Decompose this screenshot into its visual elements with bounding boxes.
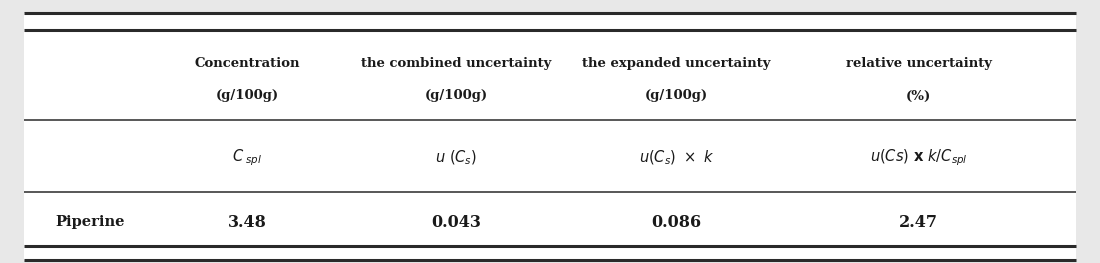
- Text: $\mathit{u}(\mathit{C}_{s})\ \times\ \mathit{k}$: $\mathit{u}(\mathit{C}_{s})\ \times\ \ma…: [639, 149, 714, 167]
- Text: (g/100g): (g/100g): [425, 89, 488, 103]
- Text: Piperine: Piperine: [55, 215, 125, 229]
- Text: 2.47: 2.47: [899, 214, 938, 231]
- FancyBboxPatch shape: [24, 13, 1076, 260]
- Text: 0.043: 0.043: [431, 214, 482, 231]
- Text: (g/100g): (g/100g): [645, 89, 708, 103]
- Text: $\mathit{u}\ (\mathit{C}_{s})$: $\mathit{u}\ (\mathit{C}_{s})$: [436, 149, 477, 167]
- Text: $\mathit{u}(\mathit{Cs})\ \mathbf{x}\ \mathit{k}/\mathit{C}_{spl}$: $\mathit{u}(\mathit{Cs})\ \mathbf{x}\ \m…: [870, 148, 967, 168]
- Text: relative uncertainty: relative uncertainty: [846, 57, 991, 70]
- Text: $\mathit{C}_{\ spl}$: $\mathit{C}_{\ spl}$: [232, 148, 263, 168]
- Text: Concentration: Concentration: [195, 57, 300, 70]
- Text: 3.48: 3.48: [228, 214, 267, 231]
- Text: (g/100g): (g/100g): [216, 89, 279, 103]
- Text: the expanded uncertainty: the expanded uncertainty: [582, 57, 771, 70]
- Text: (%): (%): [906, 89, 931, 103]
- Text: 0.086: 0.086: [651, 214, 702, 231]
- Text: the combined uncertainty: the combined uncertainty: [361, 57, 552, 70]
